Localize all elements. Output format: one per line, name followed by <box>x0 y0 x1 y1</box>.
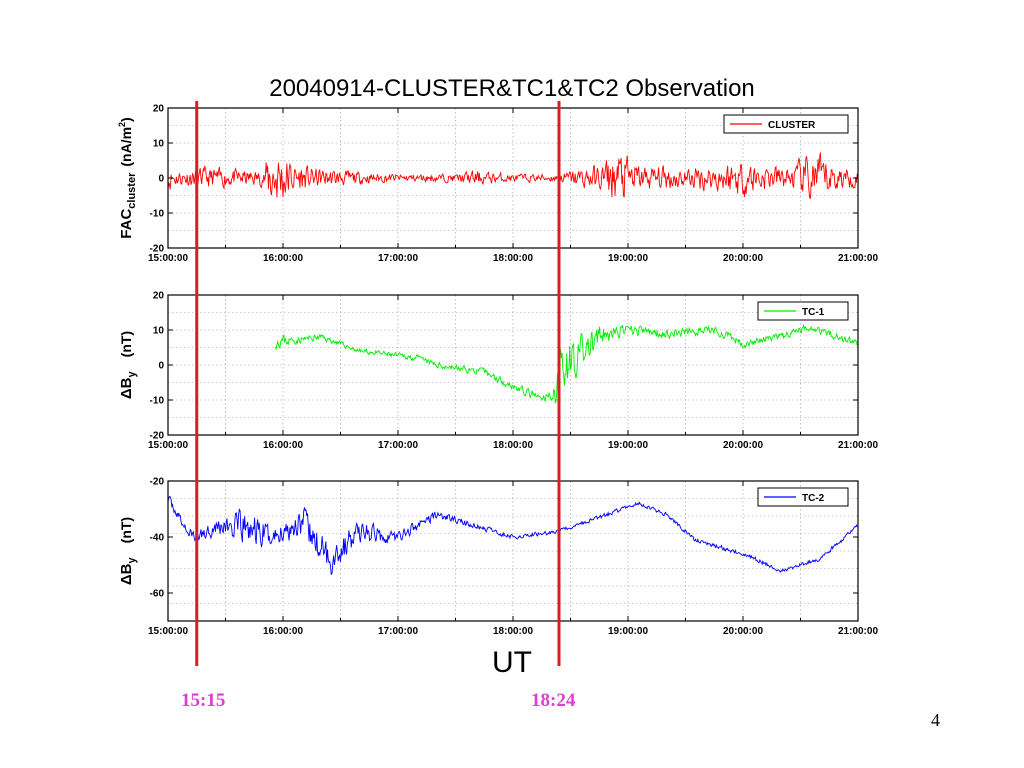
x-tick-label: 17:00:00 <box>378 253 418 264</box>
legend-box <box>757 487 849 507</box>
legend: CLUSTER <box>723 114 849 134</box>
y-tick-label: 20 <box>153 291 165 302</box>
y-tick-label: 10 <box>153 139 165 150</box>
legend: TC-1 <box>757 301 849 321</box>
y-tick-label: -10 <box>150 209 165 220</box>
y-tick-label: -20 <box>150 244 165 255</box>
legend-entry: TC-1 <box>802 307 825 318</box>
grid <box>168 108 858 248</box>
x-tick-label: 21:00:00 <box>838 253 878 264</box>
x-tick-label: 16:00:00 <box>263 440 303 451</box>
y-axis-label: ΔBy (nT) <box>118 517 138 585</box>
x-tick-label: 16:00:00 <box>263 626 303 637</box>
legend-box <box>723 114 849 134</box>
x-tick-label: 15:00:00 <box>148 253 188 264</box>
y-axis-label-unit: (nA/m <box>118 127 134 167</box>
x-axis-label: UT <box>492 646 532 679</box>
x-tick-label: 19:00:00 <box>608 253 648 264</box>
y-tick-label: 0 <box>158 361 164 372</box>
x-tick-label: 20:00:00 <box>723 626 763 637</box>
y-axis-label-sub: y <box>126 370 138 377</box>
y-tick-label: -60 <box>150 589 165 600</box>
series-line-cluster <box>167 152 858 199</box>
y-axis-label-unit: (nT) <box>118 517 134 543</box>
series-line-tc-1 <box>274 323 858 404</box>
x-tick-label: 20:00:00 <box>723 440 763 451</box>
x-tick-label: 17:00:00 <box>378 440 418 451</box>
y-tick-label: -20 <box>150 477 165 488</box>
y-axis-label-main: ΔB <box>118 377 135 399</box>
y-tick-label: -40 <box>150 533 165 544</box>
marker-label-1824: 18:24 <box>531 690 576 711</box>
legend-box <box>757 301 849 321</box>
x-tick-label: 21:00:00 <box>838 440 878 451</box>
legend-entry: CLUSTER <box>768 120 816 131</box>
y-axis-label-sub: cluster <box>126 172 138 209</box>
y-axis-label-unit: (nT) <box>118 331 134 357</box>
y-axis-label: ΔBy (nT) <box>118 331 138 399</box>
series-line-tc-2 <box>167 496 858 575</box>
y-axis-label-close: ) <box>118 117 134 122</box>
x-tick-label: 16:00:00 <box>263 253 303 264</box>
x-tick-label: 15:00:00 <box>148 626 188 637</box>
x-tick-label: 20:00:00 <box>723 253 763 264</box>
x-tick-label: 18:00:00 <box>493 253 533 264</box>
x-tick-label: 18:00:00 <box>493 440 533 451</box>
x-tick-label: 21:00:00 <box>838 626 878 637</box>
y-axis-label-sup: 2 <box>117 122 127 127</box>
y-tick-label: 0 <box>158 174 164 185</box>
page-number: 4 <box>931 710 940 730</box>
x-tick-label: 15:00:00 <box>148 440 188 451</box>
y-axis-label-main: ΔB <box>118 563 135 585</box>
y-axis-label-main: FAC <box>118 209 135 239</box>
panel-tc-2: -20 -40 -60 15:00:00 16:00:00 17:00:00 18:00:0… <box>118 477 878 638</box>
legend: TC-2 <box>757 487 849 507</box>
marker-lines <box>195 101 561 666</box>
y-tick-label: 20 <box>153 104 165 115</box>
y-axis-label: FACcluster (nA/m2) <box>117 117 138 238</box>
grid <box>168 295 858 435</box>
chart-title: 20040914-CLUSTER&TC1&TC2 Observation <box>269 75 755 102</box>
x-tick-label: 19:00:00 <box>608 440 648 451</box>
y-tick-label: -10 <box>150 396 165 407</box>
x-tick-label: 19:00:00 <box>608 626 648 637</box>
x-tick-label: 17:00:00 <box>378 626 418 637</box>
x-tick-label: 18:00:00 <box>493 626 533 637</box>
y-axis-label-sub: y <box>126 556 138 563</box>
marker-label-1515: 15:15 <box>181 690 226 711</box>
y-tick-label: 10 <box>153 326 165 337</box>
y-tick-label: -20 <box>150 431 165 442</box>
legend-entry: TC-2 <box>802 493 825 504</box>
grid <box>168 481 858 621</box>
